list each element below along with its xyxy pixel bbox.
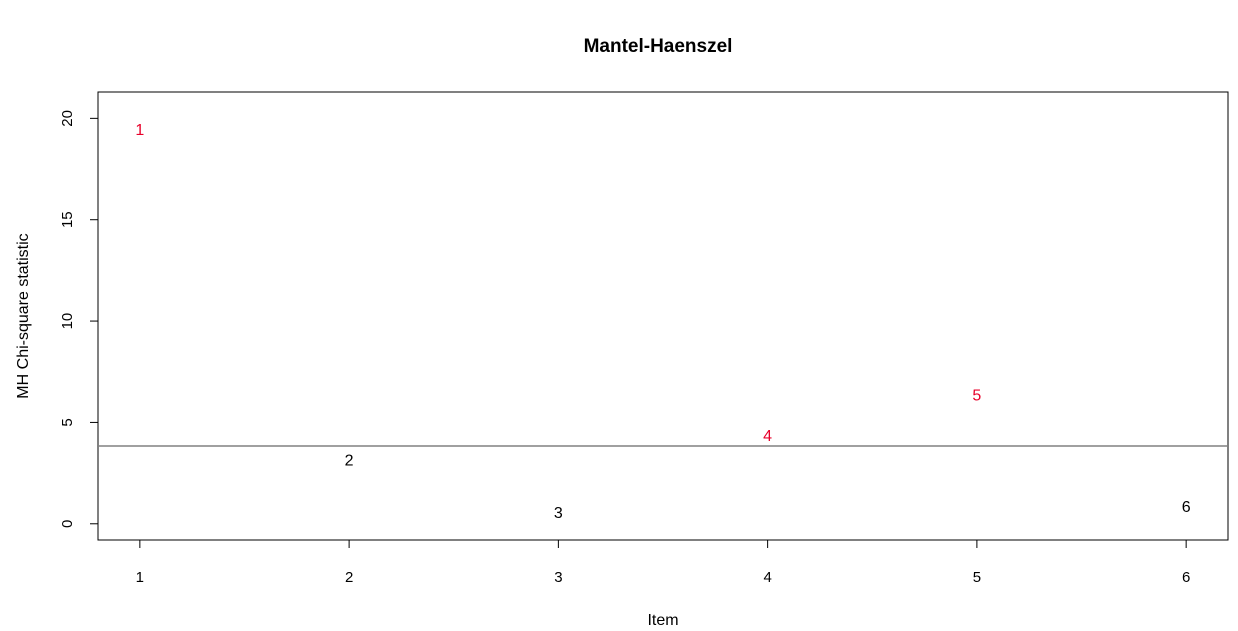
data-points: 1 2 3 4 5 6 xyxy=(135,122,1190,522)
y-axis: 0 5 10 15 20 xyxy=(59,110,98,528)
plot-frame xyxy=(97,91,1229,541)
y-axis-label: MH Chi-square statistic xyxy=(15,233,32,398)
x-tick-label: 1 xyxy=(136,569,144,586)
point-label-item-3: 3 xyxy=(554,505,563,522)
x-axis: 1 2 3 4 5 6 xyxy=(136,540,1190,586)
x-tick-label: 2 xyxy=(345,569,353,586)
x-axis-label: Item xyxy=(647,612,678,629)
x-tick-label: 6 xyxy=(1182,569,1190,586)
x-tick-label: 4 xyxy=(763,569,771,586)
y-tick-label: 10 xyxy=(59,313,76,330)
point-label-item-2: 2 xyxy=(345,452,354,469)
x-tick-label: 3 xyxy=(554,569,562,586)
point-label-item-6: 6 xyxy=(1182,499,1191,516)
y-tick-label: 15 xyxy=(59,211,76,228)
point-label-item-4: 4 xyxy=(763,428,772,445)
y-tick-label: 5 xyxy=(59,418,76,426)
point-label-item-1: 1 xyxy=(135,122,144,139)
y-tick-label: 20 xyxy=(59,110,76,127)
y-tick-label: 0 xyxy=(59,520,76,528)
x-tick-label: 5 xyxy=(973,569,981,586)
chart-title: Mantel-Haenszel xyxy=(584,36,733,57)
point-label-item-5: 5 xyxy=(972,388,981,405)
